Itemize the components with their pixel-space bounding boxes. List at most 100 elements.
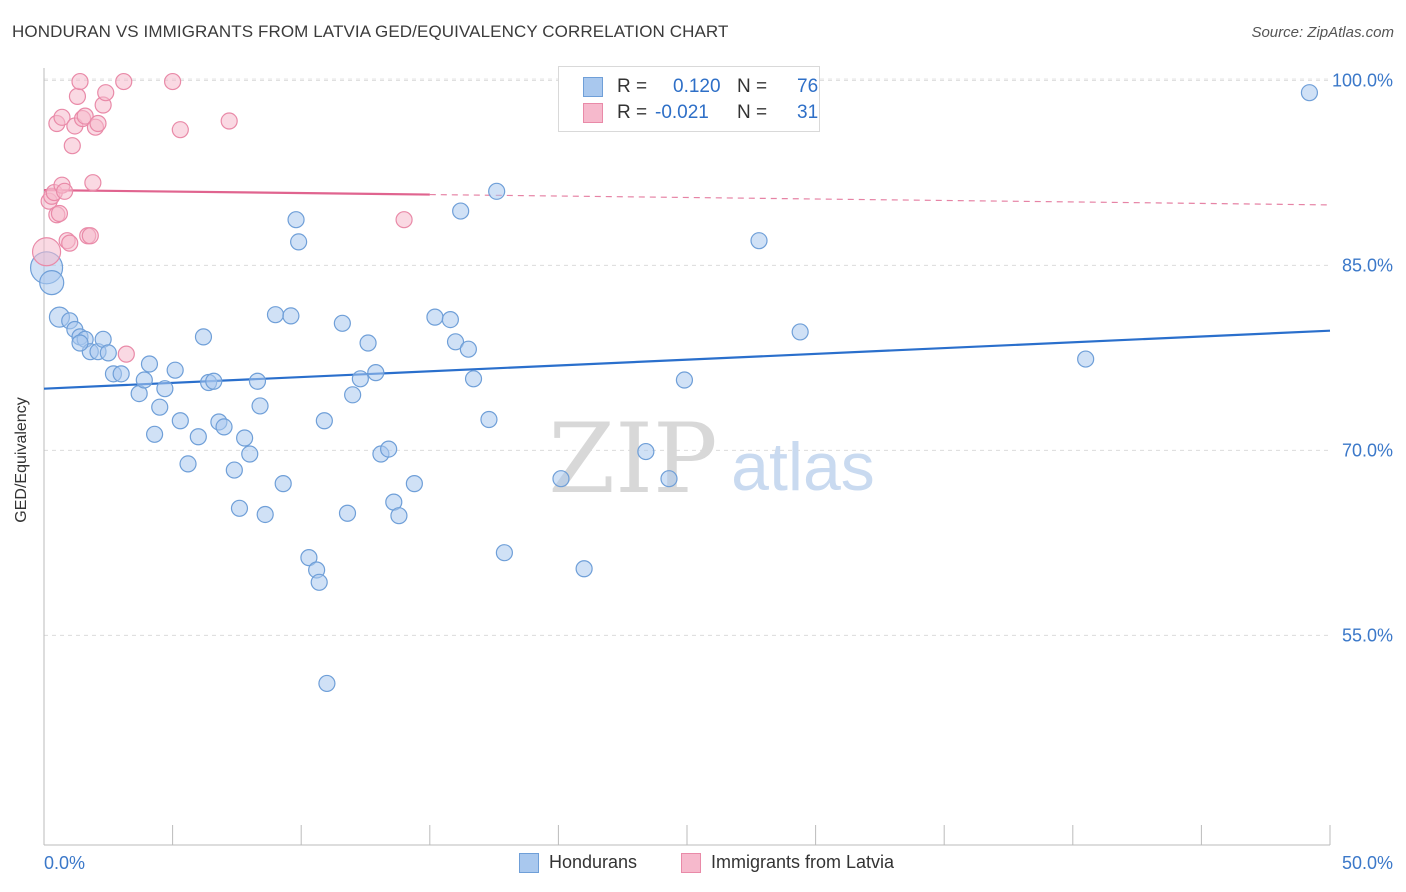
latvia-point xyxy=(61,234,79,252)
honduran-point xyxy=(459,340,477,358)
bottom-legend-label: Immigrants from Latvia xyxy=(711,852,895,872)
honduran-point xyxy=(1077,350,1095,368)
honduran-point xyxy=(194,328,213,346)
latvia-trend-line-solid xyxy=(43,189,430,196)
honduran-point xyxy=(236,429,254,447)
honduran-point xyxy=(290,233,308,251)
honduran-point xyxy=(660,470,678,488)
latvia-point xyxy=(55,182,74,200)
honduran-point xyxy=(380,440,398,458)
honduran-point xyxy=(140,355,159,373)
y-tick-label: 85.0% xyxy=(1342,255,1393,275)
honduran-point xyxy=(300,549,318,567)
honduran-point xyxy=(230,499,249,517)
honduran-point xyxy=(441,311,459,329)
y-tick-label: 55.0% xyxy=(1342,625,1393,645)
latvia-point xyxy=(81,227,99,245)
honduran-point xyxy=(446,333,465,351)
honduran-point xyxy=(1300,84,1319,102)
honduran-point xyxy=(390,507,408,525)
honduran-point xyxy=(215,418,233,436)
honduran-point xyxy=(452,202,470,220)
legend-n-label: N = xyxy=(737,76,768,97)
watermark-atlas: atlas xyxy=(731,429,875,505)
honduran-point xyxy=(333,314,351,332)
latvia-point xyxy=(164,72,182,91)
latvia-point xyxy=(50,204,69,223)
latvia-point xyxy=(68,87,87,105)
legend-n-value: 31 xyxy=(797,102,819,123)
honduran-point xyxy=(248,372,267,390)
legend-swatch-blue xyxy=(583,77,603,97)
latvia-point xyxy=(71,72,89,91)
bottom-legend-swatch-blue xyxy=(519,852,539,873)
honduran-point xyxy=(256,505,274,524)
data-points xyxy=(29,72,1319,693)
honduran-point xyxy=(367,364,385,382)
honduran-point xyxy=(282,307,300,325)
legend-r-label: R = xyxy=(617,76,648,97)
latvia-point xyxy=(63,137,81,155)
honduran-point xyxy=(552,470,570,488)
honduran-point xyxy=(189,428,207,446)
honduran-point xyxy=(480,410,498,429)
bottom-legend-swatch-pink xyxy=(681,852,701,873)
honduran-point xyxy=(171,412,189,430)
honduran-point xyxy=(112,365,130,383)
honduran-point xyxy=(179,455,197,473)
honduran-point xyxy=(750,232,768,250)
honduran-point xyxy=(318,674,336,693)
honduran-point xyxy=(241,445,259,463)
x-tick-label: 0.0% xyxy=(44,853,85,873)
honduran-point xyxy=(426,308,444,326)
latvia-point xyxy=(171,121,189,139)
x-tick-label: 50.0% xyxy=(1342,853,1393,873)
honduran-point xyxy=(344,386,362,404)
honduran-point xyxy=(71,334,89,352)
y-tick-label: 70.0% xyxy=(1342,440,1393,460)
trend-lines xyxy=(43,189,1331,390)
honduran-point xyxy=(287,211,305,229)
legend-r-label: R = xyxy=(617,102,648,123)
legend-r-value: -0.021 xyxy=(655,102,709,123)
honduran-point xyxy=(166,361,184,379)
honduran-point xyxy=(135,371,153,389)
latvia-point xyxy=(76,107,94,125)
honduran-point xyxy=(39,270,65,296)
honduran-point xyxy=(488,182,506,200)
y-tick-label: 100.0% xyxy=(1332,70,1393,90)
honduran-point xyxy=(359,334,377,352)
honduran-point xyxy=(145,425,164,443)
bottom-legend-label: Hondurans xyxy=(549,852,638,872)
honduran-point xyxy=(575,560,593,578)
honduran-point xyxy=(637,442,655,461)
legend-swatch-pink xyxy=(583,103,603,123)
chart-title: HONDURAN VS IMMIGRANTS FROM LATVIA GED/E… xyxy=(12,22,729,41)
latvia-point xyxy=(117,345,135,363)
honduran-point xyxy=(99,344,117,362)
honduran-point xyxy=(225,461,243,479)
honduran-point xyxy=(675,371,694,389)
watermark: ZIP atlas xyxy=(548,403,874,515)
latvia-point xyxy=(97,84,115,102)
latvia-point xyxy=(395,211,413,229)
grid-lines xyxy=(44,78,1330,636)
bottom-legend-hondurans: Hondurans xyxy=(519,852,637,873)
latvia-point xyxy=(220,112,238,130)
honduran-point xyxy=(315,412,333,430)
honduran-point xyxy=(495,544,513,562)
legend-n-label: N = xyxy=(737,102,768,123)
stats-legend: R = 0.120 N = 76 R = -0.021 N = 31 xyxy=(558,66,820,132)
honduran-point xyxy=(151,398,169,416)
honduran-point xyxy=(310,573,328,591)
honduran-point xyxy=(351,370,369,388)
honduran-point xyxy=(266,306,285,324)
honduran-point xyxy=(205,372,223,390)
watermark-zip: ZIP xyxy=(548,403,717,515)
honduran-point xyxy=(274,475,292,493)
honduran-point xyxy=(156,380,174,398)
honduran-point xyxy=(338,504,357,522)
latvia-point xyxy=(115,72,133,91)
honduran-point xyxy=(464,370,483,388)
bottom-legend-latvia: Immigrants from Latvia xyxy=(681,852,894,873)
